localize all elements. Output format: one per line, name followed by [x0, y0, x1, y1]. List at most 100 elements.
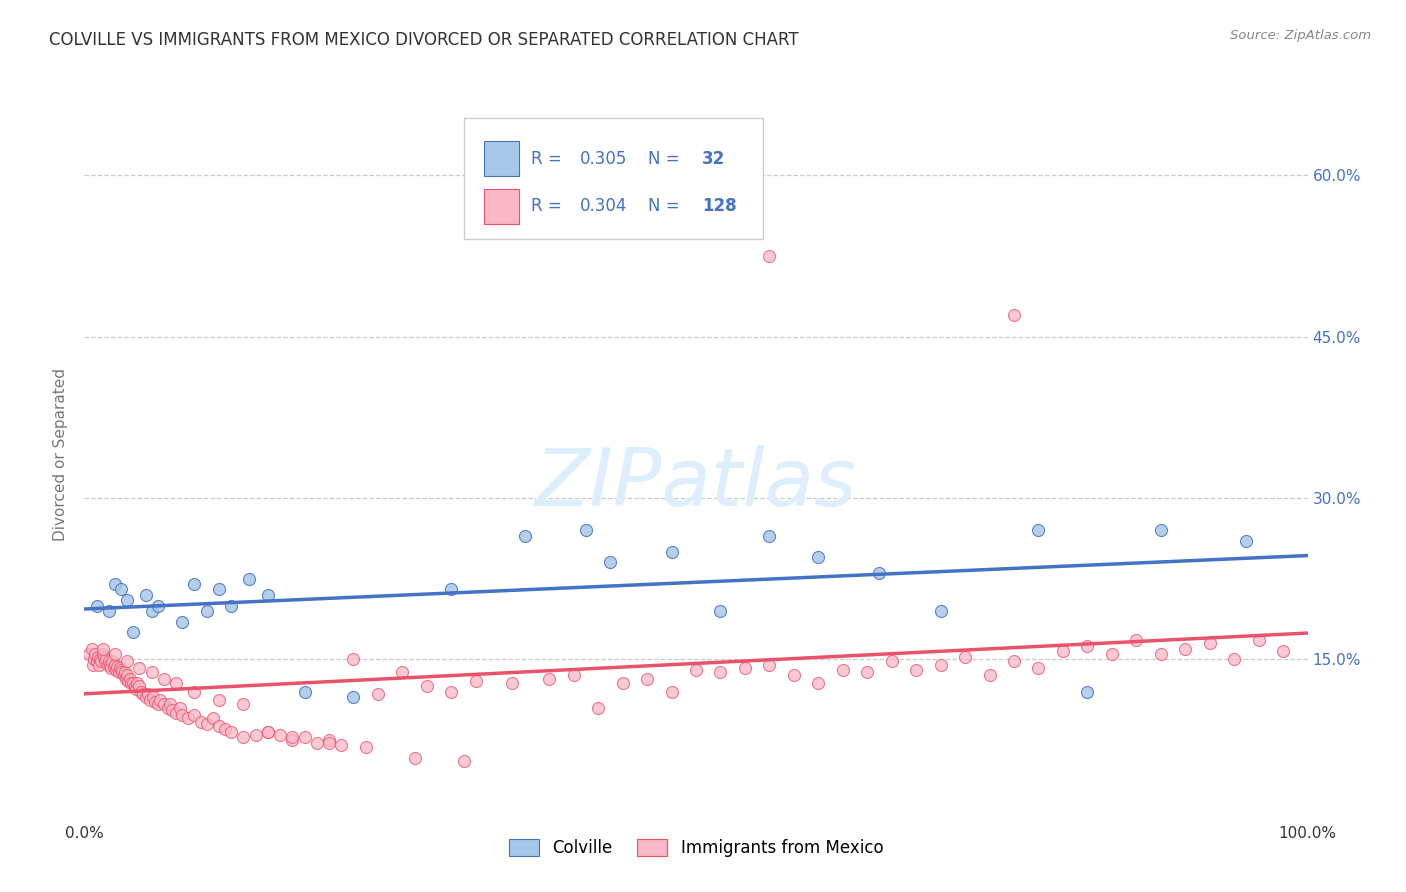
Point — [294, 730, 316, 744]
Point — [128, 661, 150, 675]
Point — [169, 700, 191, 714]
Point — [93, 650, 115, 665]
Point — [97, 604, 120, 618]
Point — [104, 647, 127, 661]
Text: 128: 128 — [702, 197, 737, 215]
Point — [929, 604, 952, 618]
Point — [135, 690, 157, 704]
Point — [112, 668, 135, 682]
Point — [612, 676, 634, 690]
Point — [1150, 647, 1173, 661]
Point — [125, 676, 148, 690]
Point — [153, 698, 176, 712]
Point — [929, 657, 952, 672]
Point — [100, 661, 122, 675]
Point — [122, 676, 145, 690]
Point — [115, 668, 138, 682]
Point — [132, 687, 155, 701]
Point — [1223, 652, 1246, 666]
Point — [104, 657, 127, 672]
FancyBboxPatch shape — [484, 141, 519, 177]
Point — [114, 665, 136, 680]
Point — [208, 582, 231, 597]
Point — [575, 523, 598, 537]
Point — [87, 657, 110, 672]
Point — [586, 700, 609, 714]
Point — [214, 723, 236, 737]
Point — [94, 655, 117, 669]
Point — [146, 698, 169, 712]
Point — [1002, 655, 1025, 669]
Point — [281, 730, 304, 744]
Point — [146, 599, 169, 613]
Point — [440, 684, 463, 698]
Point — [1002, 308, 1025, 322]
Point — [257, 588, 280, 602]
Point — [807, 676, 830, 690]
Point — [141, 665, 163, 680]
Point — [318, 736, 340, 750]
Point — [269, 728, 291, 742]
Point — [97, 655, 120, 669]
Point — [162, 703, 184, 717]
Point — [118, 672, 141, 686]
Point — [122, 625, 145, 640]
Text: 0.304: 0.304 — [579, 197, 627, 215]
Point — [232, 730, 254, 744]
Point — [165, 706, 187, 720]
Point — [1198, 636, 1220, 650]
Point — [177, 711, 200, 725]
Point — [195, 716, 218, 731]
Point — [464, 673, 486, 688]
Text: R =: R = — [531, 197, 567, 215]
Point — [128, 679, 150, 693]
Point — [104, 577, 127, 591]
Point — [110, 663, 132, 677]
Point — [281, 733, 304, 747]
Point — [149, 693, 172, 707]
Text: 0.305: 0.305 — [579, 150, 627, 168]
Legend: Colville, Immigrants from Mexico: Colville, Immigrants from Mexico — [502, 832, 890, 863]
Point — [96, 652, 118, 666]
Point — [538, 672, 561, 686]
Point — [87, 650, 110, 665]
Point — [120, 676, 142, 690]
Point — [1236, 533, 1258, 548]
Point — [513, 528, 536, 542]
Point — [183, 708, 205, 723]
Point — [143, 695, 166, 709]
Point — [89, 652, 111, 666]
Point — [783, 668, 806, 682]
Point — [105, 663, 128, 677]
Point — [107, 665, 129, 680]
Point — [90, 655, 112, 669]
Point — [153, 672, 176, 686]
Point — [1076, 640, 1098, 654]
Point — [1174, 641, 1197, 656]
Point — [183, 684, 205, 698]
Point — [502, 676, 524, 690]
Point — [125, 682, 148, 697]
Point — [124, 679, 146, 693]
Point — [758, 249, 780, 263]
Point — [142, 690, 165, 704]
Point — [1101, 647, 1123, 661]
Point — [294, 684, 316, 698]
Point — [953, 650, 976, 665]
Point — [599, 556, 621, 570]
Point — [440, 582, 463, 597]
Point — [257, 725, 280, 739]
Point — [115, 672, 138, 686]
Point — [139, 693, 162, 707]
Point — [195, 604, 218, 618]
Point — [86, 599, 108, 613]
Point — [636, 672, 658, 686]
Point — [342, 690, 364, 704]
Point — [98, 657, 121, 672]
Text: ZIPatlas: ZIPatlas — [534, 445, 858, 524]
Point — [1125, 632, 1147, 647]
Point — [330, 739, 353, 753]
Point — [101, 655, 124, 669]
Point — [416, 679, 439, 693]
Point — [685, 663, 707, 677]
